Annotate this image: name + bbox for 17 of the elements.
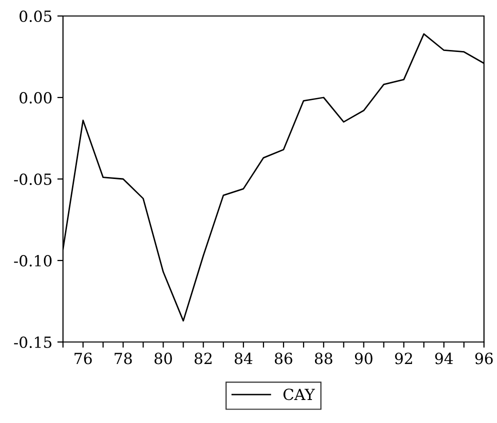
x-tick-label: 80 [154, 352, 172, 364]
x-tick-label: 82 [194, 352, 212, 364]
y-tick-label: 0.00 [20, 92, 52, 104]
y-tick-label: 0.05 [20, 10, 52, 22]
x-tick-label: 86 [274, 352, 292, 364]
legend-label: CAY [283, 388, 315, 400]
x-tick-label: 88 [314, 352, 332, 364]
x-tick-label: 90 [354, 352, 372, 364]
x-tick-label: 92 [395, 352, 412, 364]
x-tick-label: 94 [435, 352, 453, 364]
x-tick-label: 76 [74, 352, 92, 364]
x-tick-label: 78 [114, 352, 132, 364]
y-tick-label: -0.15 [14, 336, 52, 348]
x-tick-label: 84 [234, 352, 252, 364]
x-tick-label: 96 [475, 352, 493, 364]
y-tick-label: -0.10 [14, 254, 52, 267]
y-tick-label: -0.05 [14, 173, 52, 186]
